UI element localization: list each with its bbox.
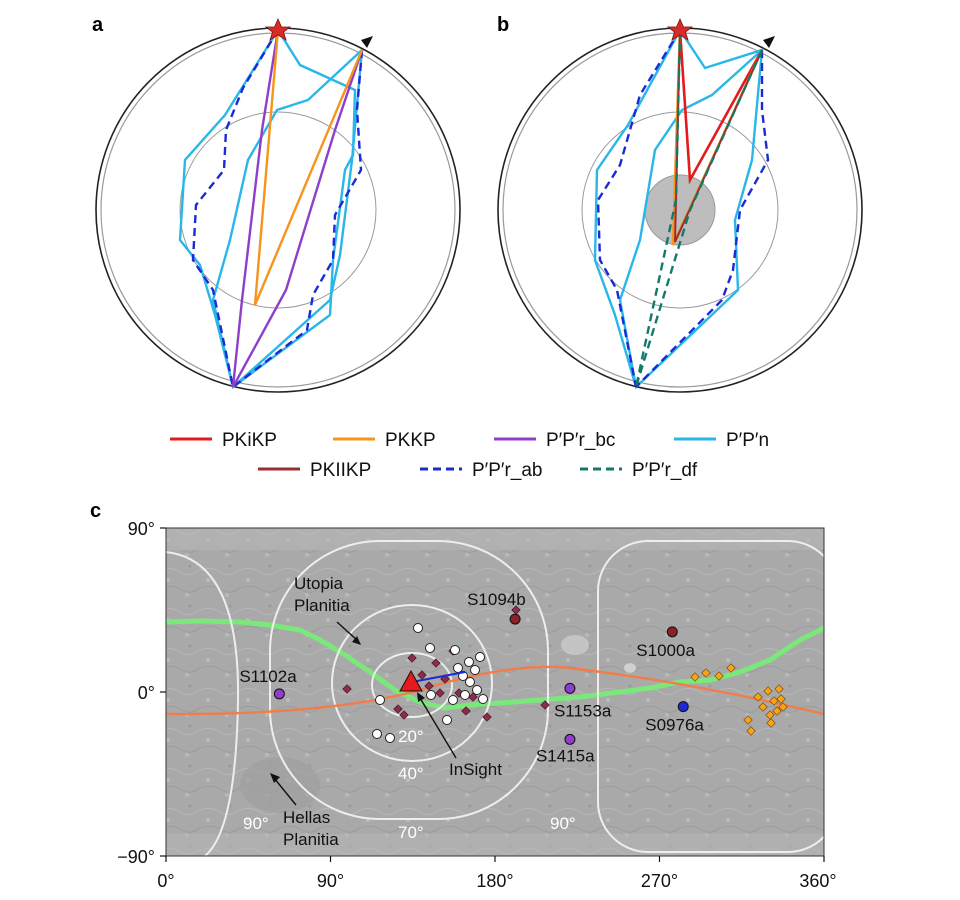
ray-pprbc-a [231,29,364,388]
ray-pprab-b [596,29,770,388]
contour-label-90-right: 90° [550,814,576,833]
svg-text:90°: 90° [128,519,155,539]
svg-text:0°: 0° [138,683,155,703]
panel-c: c [90,500,837,891]
event-label-s1153a: S1153a [554,701,612,720]
source-star-icon-a [264,18,292,41]
crust-boundary-a [100,32,456,388]
legend-item-pprab: P′P′r_ab [420,460,543,481]
legend-item-pkikp: PKiKP [170,430,277,451]
contour-label-70: 70° [398,823,424,842]
event-label-s1094b: S1094b [467,590,526,609]
ray-pprab-a [191,29,364,388]
event-marker-s0976a [677,701,689,713]
contour-70 [269,540,549,820]
event-marker-s1102a [273,688,285,700]
panel-b: b [497,14,863,393]
insight-arrow [419,697,457,759]
svg-text:PKIIKP: PKIIKP [310,460,371,481]
svg-text:360°: 360° [799,871,836,891]
hellas-arrow [273,777,297,806]
legend-item-ppn: P′P′n [674,430,769,451]
x-axis-labels: 0° 90° 180° 270° 360° [157,871,836,891]
utopia-arrow-head-icon [352,636,361,645]
ray-ppn-b [593,29,764,390]
svg-text:−90°: −90° [117,847,155,867]
legend-item-pprdf: P′P′r_df [580,460,698,481]
great-circle-path [166,665,824,716]
event-label-s1415a: S1415a [536,746,595,765]
svg-text:P′P′n: P′P′n [726,430,769,451]
named-events: S1094b S1000a S1102a S1153a S1415a S0976a [239,590,704,765]
insight-label: InSight [449,760,502,779]
hellas-label-1: Hellas [283,808,330,827]
y-axis-labels: 90° 0° −90° [117,519,155,867]
utopia-arrow [336,621,359,642]
event-label-s1000a: S1000a [636,641,695,660]
hellas-arrow-head-icon [270,773,280,783]
contour-label-20: 20° [398,727,424,746]
event-marker-s1000a [666,626,678,638]
svg-text:270°: 270° [641,871,678,891]
source-star-icon-b [666,18,694,41]
panel-c-label: c [90,500,101,522]
event-label-s0976a: S0976a [645,716,704,735]
insight-link-line [411,671,466,683]
legend: PKiKP PKKP P′P′r_bc P′P′n PKIIKP P′P′r_a… [170,430,769,481]
insight-station-icon [399,669,423,692]
contour-label-90-left: 90° [243,814,269,833]
panel-b-label: b [497,14,509,36]
svg-text:P′P′r_bc: P′P′r_bc [546,430,615,451]
svg-text:180°: 180° [476,871,513,891]
ray-ppn-b2 [618,49,763,388]
svg-text:0°: 0° [157,871,174,891]
ray-ppn-a2 [211,49,364,388]
svg-text:P′P′r_ab: P′P′r_ab [472,460,543,481]
contour-90-right [597,540,824,853]
map-area: S1094b S1000a S1102a S1153a S1415a S0976a 20°… [166,528,824,856]
svg-text:PKiKP: PKiKP [222,430,277,451]
contour-label-40: 40° [398,764,424,783]
utopia-label-1: Utopia [294,574,344,593]
receiver-triangle-icon-b [763,36,775,48]
hellas-label-2: Planitia [283,830,339,849]
legend-item-pkkp: PKKP [333,430,436,451]
event-marker-s1153a [564,682,576,694]
event-marker-s1094b [509,613,521,625]
planet-surface-a [95,27,461,393]
panel-a: a [92,14,461,393]
orange-events [690,663,788,736]
white-events [372,623,488,743]
contour-40 [331,604,493,762]
volcano-feature [561,635,589,655]
insight-arrow-head-icon [417,692,425,702]
svg-text:90°: 90° [317,871,344,891]
map-axis-ticks [160,527,825,862]
event-marker-s1415a [564,733,576,745]
panel-a-label: a [92,14,104,36]
ray-ppn-a [178,29,357,390]
legend-item-pkiikp: PKIIKP [258,460,371,481]
svg-text:PKKP: PKKP [385,430,436,451]
svg-text:P′P′r_df: P′P′r_df [632,460,698,481]
ray-pkikp-b [678,29,764,185]
core-boundary-a [179,111,377,309]
utopia-label-2: Planitia [294,596,350,615]
receiver-triangle-icon-a [361,36,373,48]
contour-90-left [166,551,240,856]
ray-pkkp-a [253,29,364,306]
contour-20 [371,652,453,718]
event-label-s1102a: S1102a [239,667,297,686]
inner-core-b [644,174,716,246]
legend-item-pprbc: P′P′r_bc [494,430,615,451]
ray-pprdf-b [634,29,764,388]
